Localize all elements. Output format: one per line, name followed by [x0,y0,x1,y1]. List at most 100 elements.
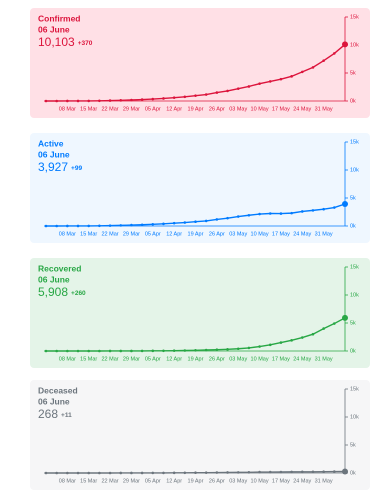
headline-delta: +260 [71,290,86,297]
x-tick-label: 15 Mar [80,356,97,362]
data-point [268,470,272,474]
data-point [76,99,80,103]
chart-card: 0k 5k 10k 15k 08 Mar 15 Mar 22 Mar 29 Mar 05 Apr… [30,8,370,118]
data-point [333,206,336,209]
data-point [183,471,187,475]
x-tick-label: 26 Apr [209,356,225,362]
data-point [119,349,123,353]
data-point [322,327,325,330]
data-point [194,220,197,223]
data-point [258,470,261,474]
data-point [300,210,304,213]
x-tick-label: 26 Apr [209,231,225,237]
y-tick-label: 0k [350,470,356,476]
x-tick-label: 24 May [293,231,311,237]
data-point [87,471,91,475]
headline-delta: +99 [71,165,82,172]
x-tick-label: 08 Mar [59,478,76,484]
data-point [236,87,240,90]
data-point [151,222,155,226]
data-point [215,348,219,351]
data-point [162,471,165,475]
x-tick-label: 12 Apr [166,231,182,237]
data-point [342,468,348,475]
data-point [333,470,336,473]
data-point [268,80,272,83]
x-tick-label: 05 Apr [145,231,161,237]
chart-card: 0k 5k 10k 15k 08 Mar 15 Mar 22 Mar 29 Mar 05 Apr… [30,258,370,368]
x-tick-label: 15 Mar [80,106,97,112]
data-point [215,218,219,221]
data-point [226,471,229,474]
x-tick-label: 31 May [315,231,333,237]
y-tick-label: 15k [350,14,359,20]
data-point [268,212,272,215]
card-background [30,380,370,490]
data-point [140,471,144,475]
data-point [311,209,315,212]
data-point [258,345,261,348]
y-tick-label: 10k [350,42,359,48]
chart-card: 0k 5k 10k 15k 08 Mar 15 Mar 22 Mar 29 Mar 05 Apr… [30,380,370,490]
headline-delta: +11 [61,412,72,419]
data-point [342,314,348,321]
x-tick-label: 26 Apr [209,478,225,484]
data-point [130,349,133,353]
data-point [322,470,325,474]
data-point [98,471,101,475]
data-point [87,99,91,103]
data-point [76,224,80,228]
data-point [66,99,69,103]
data-point [300,470,304,474]
data-point [290,211,293,215]
data-point [108,224,112,227]
headline-value: 10,103 [38,35,75,49]
card-title: Active [38,138,64,148]
x-tick-label: 29 Mar [123,356,140,362]
x-tick-label: 29 Mar [123,231,140,237]
data-point [268,343,272,347]
data-point [236,347,240,351]
data-point [172,349,176,352]
data-point [151,97,155,101]
data-point [236,215,240,218]
data-point [140,98,144,101]
data-point [66,224,69,228]
y-tick-label: 15k [350,386,359,392]
card-title: Deceased [38,385,78,395]
data-point [119,224,123,227]
data-point [183,95,187,99]
x-tick-label: 03 May [229,106,247,112]
y-tick-label: 10k [350,167,359,173]
y-tick-label: 5k [350,70,356,76]
data-point [44,349,48,353]
data-point [119,99,123,102]
x-tick-label: 17 May [272,231,290,237]
x-tick-label: 12 Apr [166,356,182,362]
y-tick-label: 15k [350,139,359,145]
data-point [194,348,197,352]
data-point [226,89,229,93]
data-point [247,213,251,217]
card-background [30,133,370,243]
data-point [140,349,144,353]
data-point [215,91,219,94]
data-point [300,336,304,339]
x-tick-label: 17 May [272,478,290,484]
data-point [226,216,229,220]
x-tick-label: 05 Apr [145,106,161,112]
card-background [30,258,370,368]
y-tick-label: 15k [350,264,359,270]
headline: 10,103 +370 [38,35,93,49]
x-tick-label: 31 May [315,356,333,362]
data-point [300,70,304,74]
data-point [279,341,283,344]
y-tick-label: 5k [350,320,356,326]
data-point [130,223,133,227]
x-tick-label: 15 Mar [80,231,97,237]
data-point [322,59,325,62]
data-point [108,99,112,102]
data-point [76,349,80,353]
x-tick-label: 19 Apr [188,478,204,484]
